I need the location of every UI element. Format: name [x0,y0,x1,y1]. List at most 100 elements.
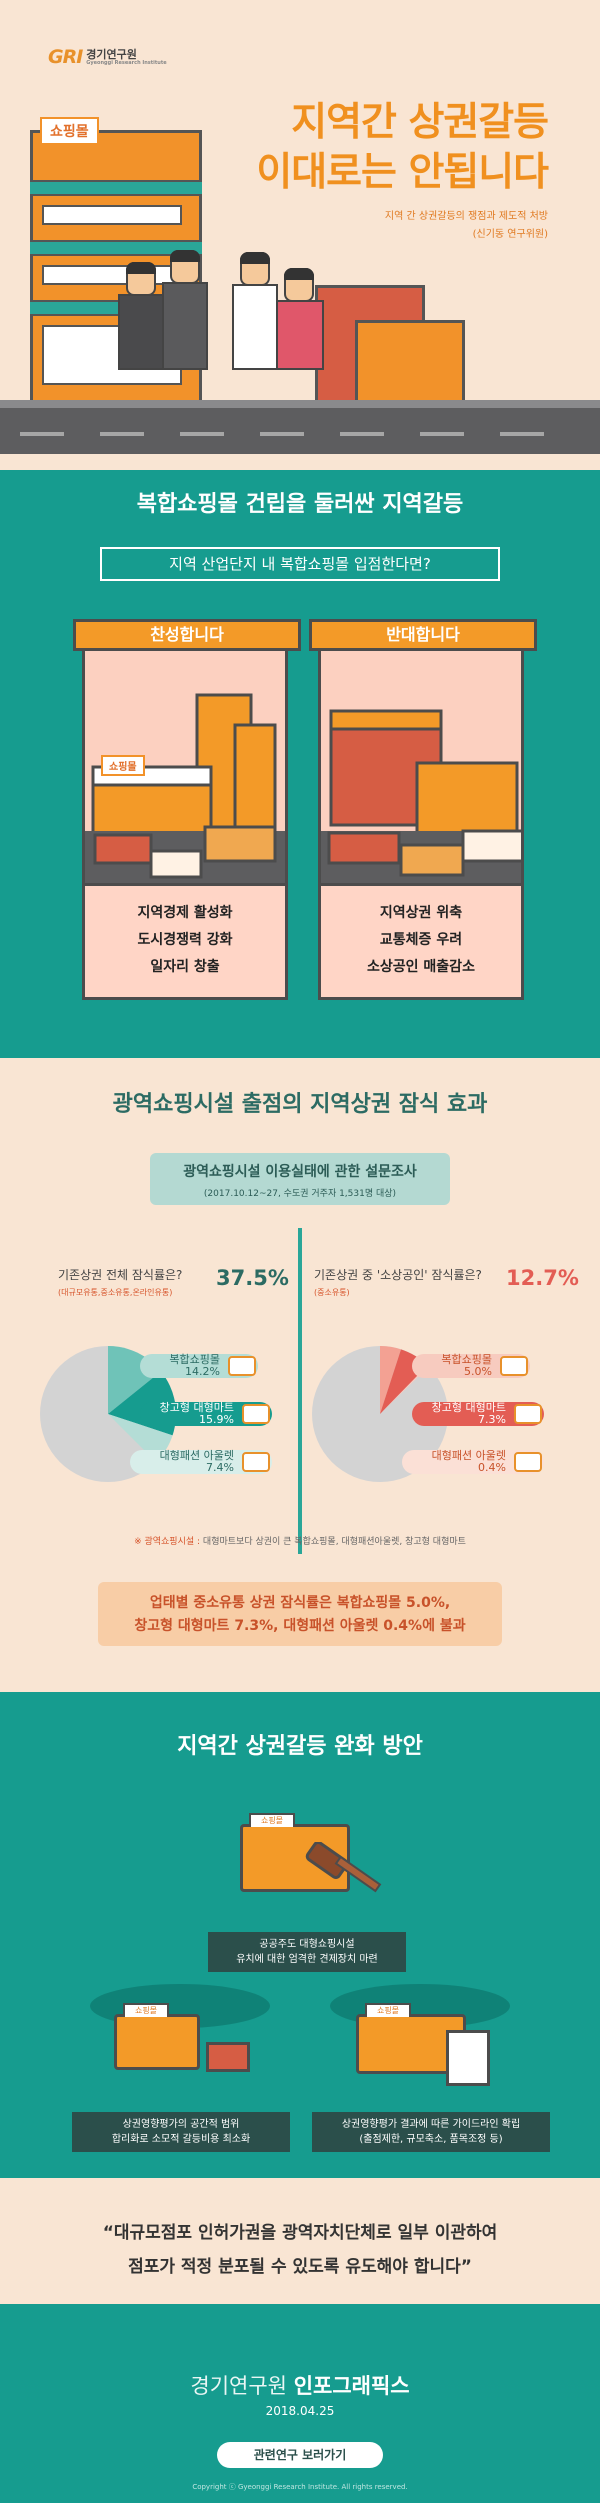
person-hair [240,252,270,264]
right-label-mall-name: 복합쇼핑몰 [441,1353,492,1366]
con-label: 반대합니다 [386,625,460,644]
solution-2-line2: 합리화로 소모적 갈등비용 최소화 [111,2134,251,2145]
right-label-warehouse-name: 창고형 대형마트 [431,1401,506,1414]
city-illustration [85,693,285,885]
quote-line2: 점포가 적정 분포될 수 있도록 유도해야 합니다” [128,2257,472,2277]
mall-stripe [30,240,202,256]
road-marking [340,432,384,436]
person-body [162,282,208,370]
road-curb [0,400,600,410]
left-label-outlet-value: 7.4% [206,1461,234,1474]
hero-subtitle: 지역 간 상권갈등의 쟁점과 제도적 처방 (신기동 연구위원) [385,208,548,244]
right-label-warehouse-value: 7.3% [478,1413,506,1426]
small-shop-icon [206,2042,250,2072]
logo-name: 경기연구원 Gyeonggi Research Institute [86,49,166,66]
logo-subtext: Gyeonggi Research Institute [86,59,167,66]
solutions-title-text: 지역간 상권갈등 완화 방안 [167,1726,433,1762]
left-label-outlet-name: 대형패션 아울렛 [159,1449,234,1462]
person-body [118,294,164,370]
folder-tab-label: 쇼핑몰 [365,2003,411,2017]
pro-label: 찬성합니다 [150,625,224,644]
encroachment-section: 광역쇼핑시설 출점의 지역상권 잠식 효과 광역쇼핑시설 이용실태에 관한 설문… [0,1058,600,1692]
solution-3-line1: 상권영향평가 결과에 따른 가이드라인 확립 [341,2119,521,2130]
solutions-title: 지역간 상권갈등 완화 방안 [0,1726,600,1762]
hero-title: 지역간 상권갈등 이대로는 안됩니다 [256,98,549,198]
left-label-mall-name: 복합쇼핑몰 [169,1353,220,1366]
conflict-title: 복합쇼핑몰 건립을 둘러싼 지역갈등 [0,484,600,520]
pro-mall-sign: 쇼핑몰 [101,755,145,776]
folder-tab-label: 쇼핑몰 [249,1813,295,1827]
survey-title: 광역쇼핑시설 이용실태에 관한 설문조사 [183,1164,417,1180]
conflict-title-text: 복합쇼핑몰 건립을 둘러싼 지역갈등 [126,484,474,520]
question-banner: 지역 산업단지 내 복합쇼핑몰 입점한다면? [100,547,500,581]
pro-point: 도시경쟁력 강화 [137,932,233,948]
hero-subtitle-text: 지역 간 상권갈등의 쟁점과 제도적 처방 [384,211,548,222]
survey-period: (2017.10.12~27, 수도권 거주자 1,531명 대상) [203,1189,397,1199]
right-label-outlet-value: 0.4% [478,1461,506,1474]
small-biz-rate-slice-3 [380,1365,429,1414]
road-marking [420,432,464,436]
mall-window [42,265,182,285]
footnote-mark: ※ 광역쇼핑시설 : [134,1537,201,1547]
total-rate-value: 37.5% [216,1266,289,1290]
logo-name-text: 경기연구원 [86,47,137,61]
total-rate-question: 기존상권 전체 잠식률은? (대규모유통,중소유통,온라인유통) [58,1266,182,1298]
summary-line1: 업태별 중소유통 상권 잠식률은 복합쇼핑몰 5.0%, [149,1595,451,1611]
checklist-icon [446,2030,490,2086]
person-hair [126,262,156,274]
hero-author: (신기동 연구위원) [472,229,548,240]
gri-logo: GRI 경기연구원 Gyeonggi Research Institute [48,46,167,68]
pro-points: 지역경제 활성화 도시경쟁력 강화 일자리 창출 [85,883,285,997]
mall-icon [500,1356,528,1376]
declining-shops-illustration [321,709,521,885]
road-marking [260,432,304,436]
hero-title-line2: 이대로는 안됩니다 [256,150,549,195]
encroachment-title: 광역쇼핑시설 출점의 지역상권 잠식 효과 [0,1084,600,1120]
road-marking [180,432,224,436]
folder-tab-label: 쇼핑몰 [123,2003,169,2017]
con-card: 반대합니다 지역상권 위축 교통체증 우려 소상공인 매출감소 [309,619,537,1000]
person-body [232,284,278,370]
copyright: Copyright ⓒ Gyeonggi Research Institute.… [192,2483,408,2491]
left-label-warehouse-value: 15.9% [199,1413,234,1426]
small-biz-rate-question: 기존상권 중 '소상공인' 잠식률은? (중소유통) [314,1266,482,1298]
solution-1-line1: 공공주도 대형쇼핑시설 [259,1939,355,1950]
footer: 경기연구원 인포그래픽스 2018.04.25 관련연구 보러가기 Copyri… [0,2304,600,2503]
pro-card-header: 찬성합니다 [73,619,301,651]
road-marking [500,432,544,436]
mall-window [42,205,182,225]
left-label-warehouse-name: 창고형 대형마트 [159,1401,234,1414]
shop-illustration [355,320,465,404]
pro-point: 지역경제 활성화 [137,905,233,921]
person-hair [284,268,314,280]
solutions-section: 지역간 상권갈등 완화 방안 쇼핑몰 공공주도 대형쇼핑시설 유치에 대한 엄격… [0,1692,600,2178]
footer-brand-light: 경기연구원 [190,2374,287,2398]
quote-section: “대규모점포 인허가권을 광역자치단체로 일부 이관하여 점포가 적정 분포될 … [0,2178,600,2304]
related-research-button[interactable]: 관련연구 보러가기 [217,2442,383,2468]
footer-brand: 경기연구원 인포그래픽스 [0,2370,600,2400]
solution-1-line2: 유치에 대한 엄격한 견제장치 마련 [236,1954,378,1965]
road-marking [20,432,64,436]
center-divider [298,1228,302,1554]
footnote-text: 대형마트보다 상권이 큰 복합쇼핑몰, 대형패션아울렛, 창고형 대형마트 [202,1537,466,1547]
survey-box: 광역쇼핑시설 이용실태에 관한 설문조사 (2017.10.12~27, 수도권… [150,1153,450,1205]
solution-2-box: 상권영향평가의 공간적 범위 합리화로 소모적 갈등비용 최소화 [72,2112,290,2152]
solution-1-box: 공공주도 대형쇼핑시설 유치에 대한 엄격한 견제장치 마련 [208,1932,406,1972]
summary-box: 업태별 중소유통 상권 잠식률은 복합쇼핑몰 5.0%, 창고형 대형마트 7.… [98,1582,502,1646]
road-marking [100,432,144,436]
road [0,408,600,454]
solution-3-line2: (출점제한, 규모축소, 품목조정 등) [359,2134,503,2145]
mall-stripe [30,180,202,196]
outlet-icon [514,1452,542,1472]
total-rate-question-text: 기존상권 전체 잠식률은? [58,1268,183,1282]
total-rate-note: (대규모유통,중소유통,온라인유통) [58,1288,173,1297]
right-label-outlet-name: 대형패션 아울렛 [431,1449,506,1462]
logo-mark: GRI [48,46,83,68]
con-point: 교통체증 우려 [379,932,463,948]
footer-brand-bold: 인포그래픽스 [293,2374,410,2398]
footnote: ※ 광역쇼핑시설 : 대형마트보다 상권이 큰 복합쇼핑몰, 대형패션아울렛, … [0,1534,600,1547]
person-hair [170,250,200,262]
gavel-icon [305,1842,382,1893]
mall-sign: 쇼핑몰 [40,117,99,145]
con-scene-illustration [321,655,521,885]
